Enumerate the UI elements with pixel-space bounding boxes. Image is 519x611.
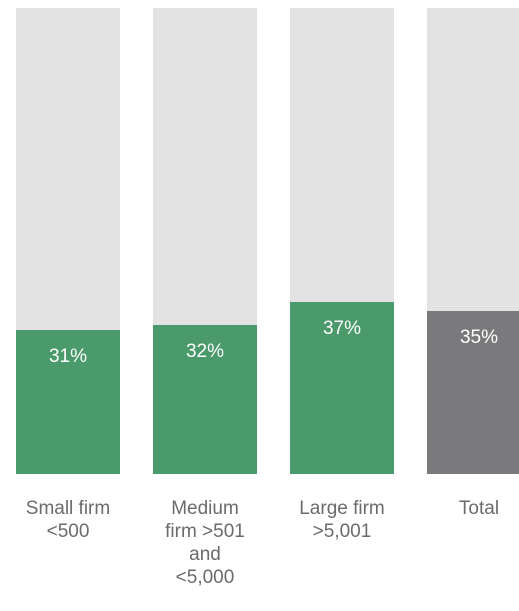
x-tick-label: Total — [458, 498, 500, 519]
bar — [153, 324, 257, 474]
value-label: 31% — [48, 345, 88, 367]
value-label: 35% — [459, 326, 499, 348]
bar — [290, 301, 394, 474]
x-tick-label: Large firm >5,001 — [299, 498, 385, 542]
value-label: 37% — [322, 317, 362, 339]
x-tick-label: Medium firm >501 and <5,000 — [165, 498, 245, 588]
bar — [16, 329, 120, 474]
value-label: 32% — [185, 340, 225, 362]
bar — [427, 310, 519, 474]
x-tick-label: Small firm <500 — [25, 498, 111, 542]
